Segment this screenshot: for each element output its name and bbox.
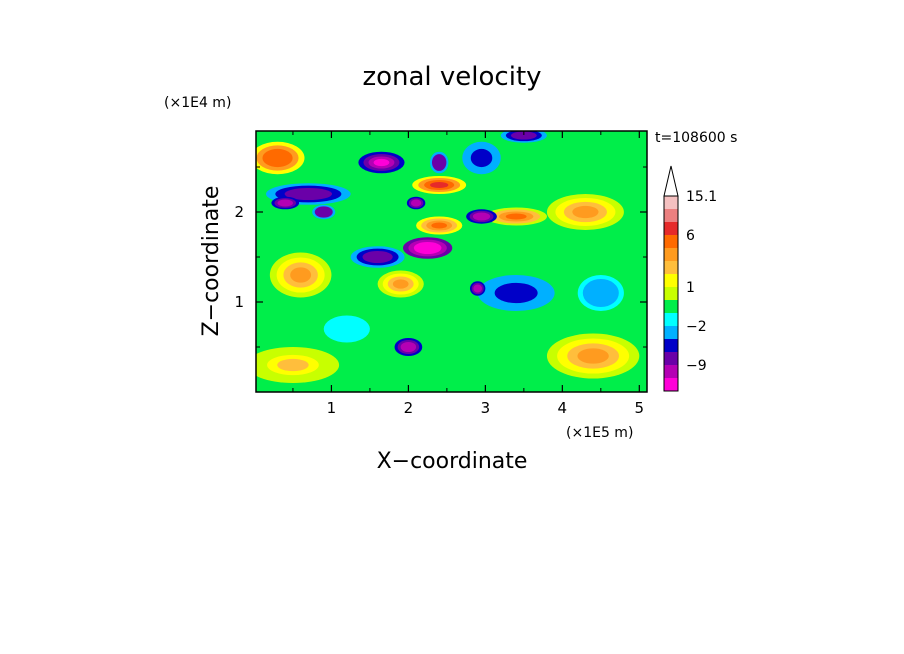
field-contour	[474, 152, 489, 164]
field-contour	[319, 209, 328, 215]
colorbar-segment	[664, 352, 678, 365]
y-tick-label: 2	[234, 203, 244, 221]
colorbar-tick-label: −2	[686, 319, 707, 335]
field-contour	[475, 286, 481, 291]
field-contour	[277, 358, 309, 372]
colorbar: 15.1 6 1 −2 −9	[663, 165, 717, 392]
colorbar-frame	[663, 195, 679, 392]
x-axis-label: X−coordinate	[377, 449, 528, 474]
field-contour	[476, 214, 487, 219]
field-contour	[373, 158, 390, 167]
colorbar-tick-label: 6	[686, 228, 695, 244]
velocity-field	[256, 131, 647, 392]
field-contour	[436, 158, 443, 167]
colorbar-segment	[664, 339, 678, 352]
colorbar-segment	[664, 326, 678, 339]
time-label: t=108600 s	[655, 130, 737, 146]
colorbar-segment	[664, 196, 678, 209]
colorbar-tick-label: 1	[686, 280, 695, 296]
y-tick-label: 1	[234, 293, 244, 311]
x-tick-label: 4	[558, 399, 568, 417]
colorbar-segment	[664, 209, 678, 222]
field-contour	[290, 267, 312, 283]
field-contour	[503, 286, 530, 300]
x-axis: 1 2 3 4 5	[292, 131, 645, 417]
field-contour	[403, 343, 414, 351]
plot-frame	[255, 130, 648, 393]
chart-title: zonal velocity	[362, 62, 541, 92]
colorbar-segment	[664, 313, 678, 326]
field-contour	[268, 152, 287, 164]
x-tick-label: 1	[327, 399, 337, 417]
field-contour	[577, 348, 609, 364]
colorbar-segment	[664, 287, 678, 300]
colorbar-segment	[664, 222, 678, 235]
colorbar-tick-label: −9	[686, 358, 707, 374]
colorbar-segment	[664, 300, 678, 313]
field-contour	[392, 279, 409, 289]
colorbar-segment	[664, 378, 678, 391]
colorbar-segment	[664, 235, 678, 248]
colorbar-tick-label: 15.1	[686, 189, 717, 205]
colorbar-extend-arrow	[663, 165, 679, 197]
y-axis: 12	[234, 166, 647, 348]
x-tick-label: 5	[635, 399, 645, 417]
colorbar-segment	[664, 274, 678, 287]
y-axis-label: Z−coordinate	[199, 186, 224, 337]
x-unit-label: (×1E5 m)	[566, 425, 633, 441]
field-contour	[431, 222, 448, 229]
field-contour	[280, 200, 290, 206]
colorbar-segment	[664, 261, 678, 274]
colorbar-segment	[664, 365, 678, 378]
field-contour	[572, 205, 599, 219]
field-contour	[515, 133, 532, 138]
field-contour	[505, 213, 527, 220]
field-contour	[338, 324, 355, 334]
x-tick-label: 2	[404, 399, 414, 417]
field-contour	[368, 253, 387, 261]
field-contour	[293, 190, 323, 198]
field-contour	[430, 181, 449, 189]
x-tick-label: 3	[481, 399, 491, 417]
field-contour	[419, 244, 437, 252]
colorbar-segment	[664, 248, 678, 261]
field-contour	[592, 286, 609, 300]
y-unit-label: (×1E4 m)	[164, 95, 231, 111]
field-contour	[412, 200, 420, 206]
